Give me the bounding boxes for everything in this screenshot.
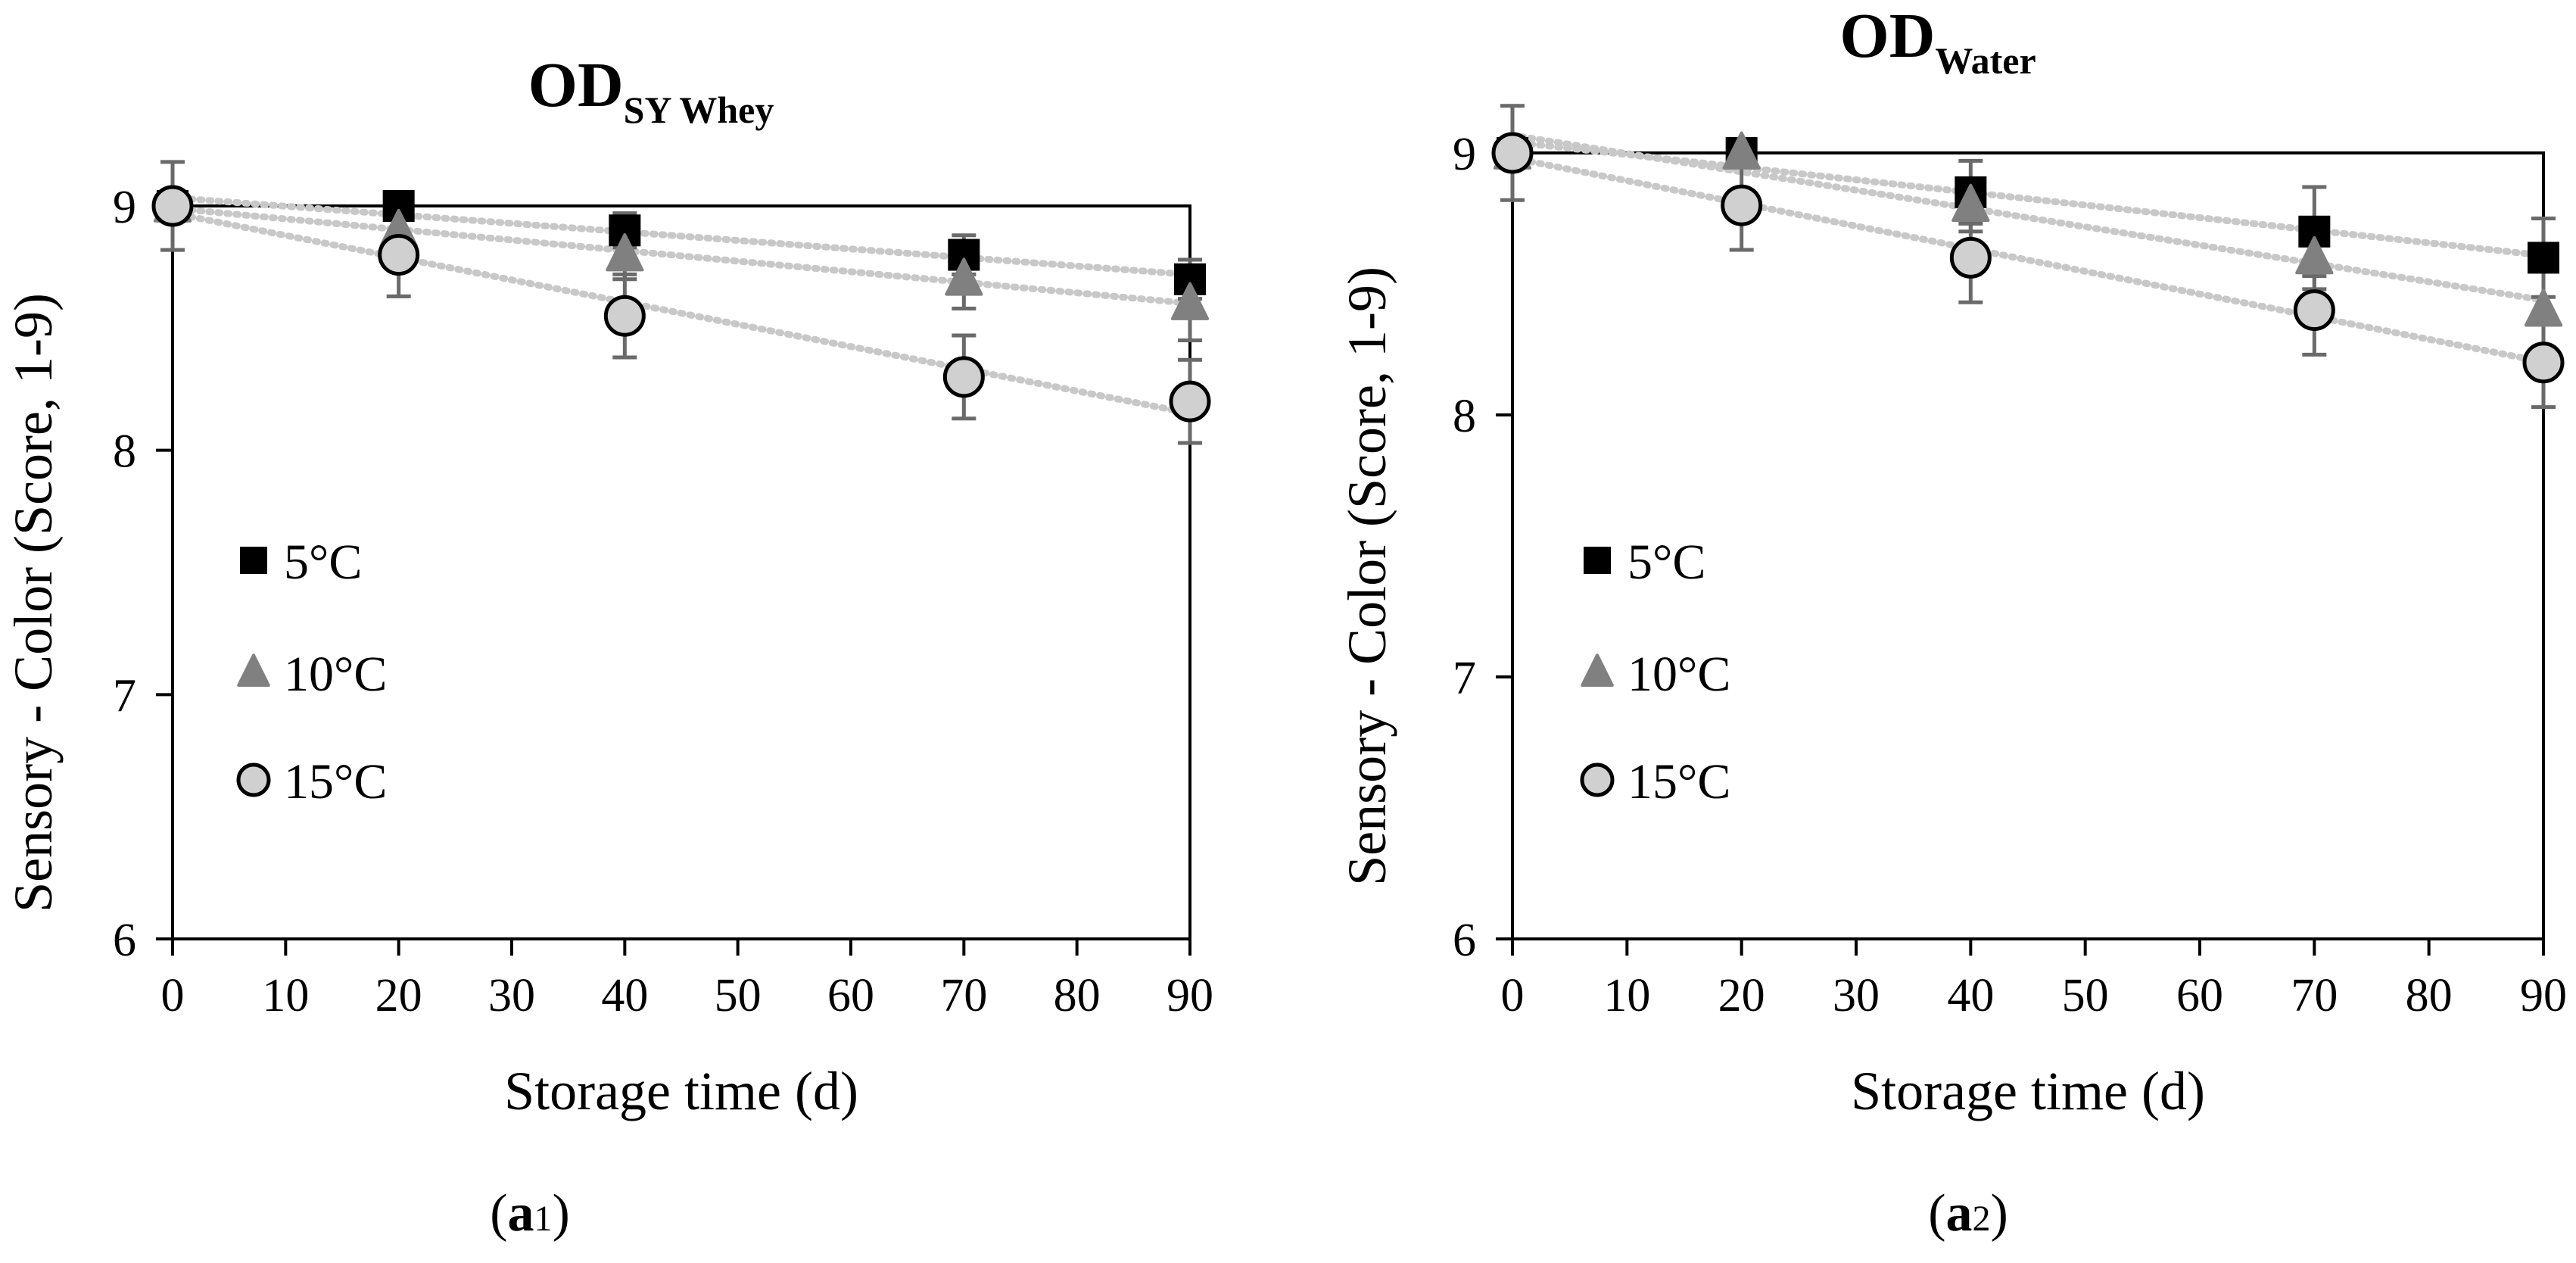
- data-point-circle: [1721, 184, 1763, 226]
- y-tick-label: 9: [1453, 129, 1476, 180]
- x-tick-label: 10: [262, 970, 309, 1021]
- x-tick-label: 0: [161, 970, 185, 1021]
- data-point-triangle: [945, 257, 983, 296]
- legend-label: 5°C: [284, 535, 362, 590]
- data-point-circle: [151, 185, 194, 227]
- data-point-triangle: [606, 233, 644, 272]
- x-tick-label: 50: [2062, 970, 2109, 1021]
- legend-label: 15°C: [284, 754, 387, 809]
- data-point-triangle: [1170, 282, 1210, 320]
- x-tick-label: 30: [488, 970, 535, 1021]
- chart-panel-1: 0 10 20 30 40 50 60 70 80 90 6 7 8 9 Storage time (d) S…: [3, 50, 1213, 1243]
- x-tick-label: 50: [715, 970, 762, 1021]
- legend-label: 15°C: [1628, 754, 1730, 809]
- y-tick-label: 7: [113, 670, 136, 722]
- legend-label: 10°C: [1628, 647, 1730, 702]
- trendline-10°C: [1509, 132, 2547, 304]
- x-tick-label: 80: [1054, 970, 1101, 1021]
- data-point-circle: [2293, 289, 2335, 332]
- x-tick-label: 70: [940, 970, 987, 1021]
- legend-marker-triangle: [1581, 653, 1614, 688]
- data-point-triangle: [1951, 183, 1990, 223]
- chart-title: ODSY Whey: [528, 50, 774, 131]
- x-tick-label: 90: [1167, 970, 1213, 1021]
- x-axis-label: Storage time (d): [504, 1061, 858, 1121]
- y-tick-label: 8: [1453, 391, 1476, 442]
- data-point-circle: [378, 234, 420, 276]
- y-tick-label: 9: [113, 182, 136, 233]
- trendline-15°C: [1509, 154, 2547, 366]
- x-tick-label: 40: [1947, 970, 1994, 1021]
- panel-label: (a2): [1928, 1184, 2008, 1243]
- trendline-15°C: [169, 210, 1194, 417]
- x-tick-label: 60: [827, 970, 874, 1021]
- x-tick-label: 20: [1718, 970, 1765, 1021]
- x-tick-label: 90: [2520, 970, 2567, 1021]
- x-tick-label: 30: [1833, 970, 1880, 1021]
- x-tick-label: 60: [2176, 970, 2223, 1021]
- x-tick-label: 70: [2291, 970, 2338, 1021]
- legend-label: 5°C: [1628, 535, 1705, 590]
- y-tick-label: 6: [1453, 915, 1476, 966]
- trendline-10°C: [169, 204, 1194, 307]
- legend-marker-circle: [236, 762, 271, 797]
- trendline-5°C: [169, 194, 1194, 279]
- legend-label: 10°C: [284, 647, 387, 702]
- data-point-circle: [603, 295, 646, 337]
- legend-marker-triangle: [237, 653, 270, 688]
- x-axis-label: Storage time (d): [1851, 1061, 2205, 1121]
- y-tick-label: 8: [113, 426, 136, 478]
- x-tick-label: 0: [1501, 970, 1525, 1021]
- plot-frame: [1511, 151, 2545, 940]
- y-tick-label: 6: [113, 915, 136, 966]
- legend-marker-square: [240, 547, 267, 574]
- x-tick-label: 10: [1603, 970, 1650, 1021]
- x-tick-label: 20: [375, 970, 422, 1021]
- data-point-circle: [2522, 341, 2565, 384]
- x-tick-label: 40: [601, 970, 648, 1021]
- legend-marker-circle: [1580, 762, 1615, 797]
- plot-frame: [171, 204, 1191, 940]
- data-point-square: [2528, 242, 2559, 274]
- x-tick-label: 80: [2406, 970, 2453, 1021]
- data-point-triangle: [2295, 235, 2334, 275]
- y-axis-label: Sensory - Color (Score, 1-9): [1337, 267, 1397, 886]
- chart-panel-2: 0 10 20 30 40 50 60 70 80 90 6 7 8 9 Storage time (d) S…: [1337, 1, 2567, 1243]
- data-point-circle: [1169, 380, 1211, 423]
- y-axis-label: Sensory - Color (Score, 1-9): [3, 293, 64, 912]
- data-point-triangle: [2524, 288, 2563, 327]
- chart-title: ODWater: [1839, 1, 2036, 82]
- legend-marker-square: [1584, 547, 1611, 574]
- data-point-triangle: [1722, 131, 1761, 170]
- data-point-circle: [1491, 132, 1534, 174]
- y-tick-label: 7: [1453, 653, 1476, 704]
- data-point-circle: [942, 356, 985, 398]
- panel-label: (a1): [490, 1184, 570, 1243]
- data-point-circle: [1949, 236, 1992, 279]
